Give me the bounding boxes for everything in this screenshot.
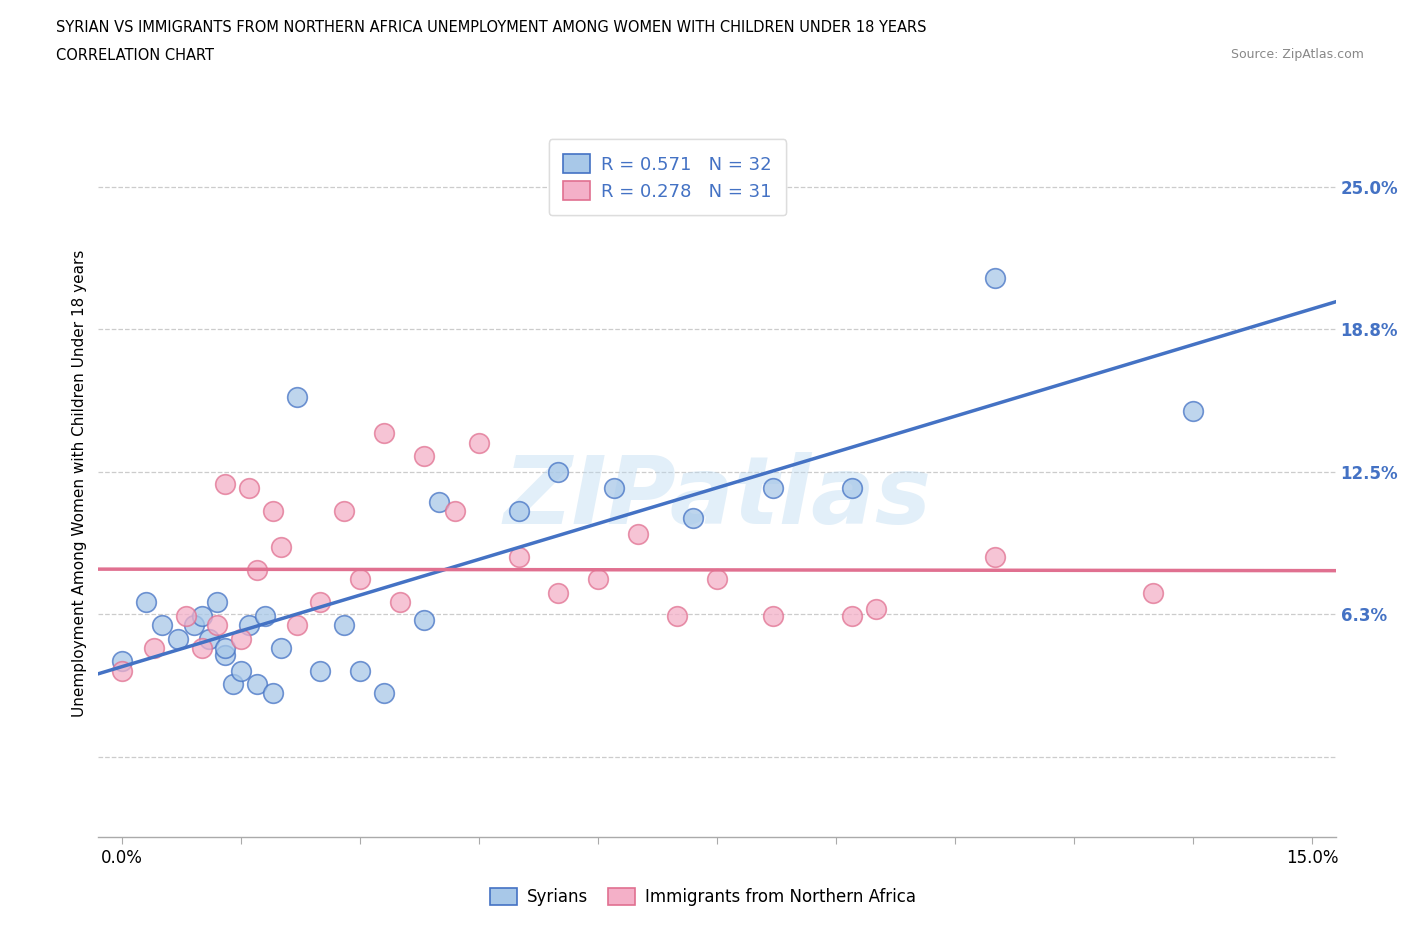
Point	[262, 503, 284, 518]
Point	[412, 449, 434, 464]
Point	[349, 572, 371, 587]
Point	[309, 594, 332, 609]
Point	[166, 631, 188, 646]
Point	[285, 618, 308, 632]
Point	[444, 503, 467, 518]
Point	[111, 654, 134, 669]
Point	[603, 481, 626, 496]
Point	[183, 618, 205, 632]
Point	[841, 481, 863, 496]
Point	[238, 618, 260, 632]
Point	[508, 503, 530, 518]
Point	[841, 608, 863, 623]
Point	[349, 663, 371, 678]
Point	[761, 608, 783, 623]
Point	[586, 572, 609, 587]
Text: ZIPatlas: ZIPatlas	[503, 452, 931, 544]
Point	[262, 686, 284, 701]
Point	[508, 549, 530, 564]
Point	[207, 618, 229, 632]
Point	[246, 677, 269, 692]
Point	[214, 647, 236, 662]
Legend: R = 0.571   N = 32, R = 0.278   N = 31: R = 0.571 N = 32, R = 0.278 N = 31	[548, 140, 786, 215]
Point	[983, 549, 1005, 564]
Point	[253, 608, 276, 623]
Point	[270, 641, 292, 656]
Point	[190, 608, 212, 623]
Point	[231, 631, 253, 646]
Point	[373, 686, 395, 701]
Point	[207, 594, 229, 609]
Point	[135, 594, 157, 609]
Point	[174, 608, 197, 623]
Point	[468, 435, 491, 450]
Text: SYRIAN VS IMMIGRANTS FROM NORTHERN AFRICA UNEMPLOYMENT AMONG WOMEN WITH CHILDREN: SYRIAN VS IMMIGRANTS FROM NORTHERN AFRIC…	[56, 20, 927, 35]
Point	[111, 663, 134, 678]
Point	[706, 572, 728, 587]
Point	[214, 641, 236, 656]
Point	[1181, 404, 1204, 418]
Point	[150, 618, 173, 632]
Point	[412, 613, 434, 628]
Point	[983, 271, 1005, 286]
Point	[270, 540, 292, 555]
Point	[285, 390, 308, 405]
Point	[547, 586, 569, 601]
Point	[373, 426, 395, 441]
Point	[388, 594, 411, 609]
Point	[865, 602, 887, 617]
Point	[627, 526, 650, 541]
Point	[1142, 586, 1164, 601]
Point	[333, 503, 356, 518]
Point	[231, 663, 253, 678]
Point	[309, 663, 332, 678]
Point	[682, 511, 704, 525]
Legend: Syrians, Immigrants from Northern Africa: Syrians, Immigrants from Northern Africa	[484, 881, 922, 912]
Point	[198, 631, 221, 646]
Point	[666, 608, 689, 623]
Point	[429, 495, 451, 510]
Text: Source: ZipAtlas.com: Source: ZipAtlas.com	[1230, 48, 1364, 61]
Point	[190, 641, 212, 656]
Point	[246, 563, 269, 578]
Point	[238, 481, 260, 496]
Point	[222, 677, 245, 692]
Point	[761, 481, 783, 496]
Text: CORRELATION CHART: CORRELATION CHART	[56, 48, 214, 63]
Point	[214, 476, 236, 491]
Y-axis label: Unemployment Among Women with Children Under 18 years: Unemployment Among Women with Children U…	[72, 250, 87, 717]
Point	[547, 465, 569, 480]
Point	[333, 618, 356, 632]
Point	[142, 641, 165, 656]
